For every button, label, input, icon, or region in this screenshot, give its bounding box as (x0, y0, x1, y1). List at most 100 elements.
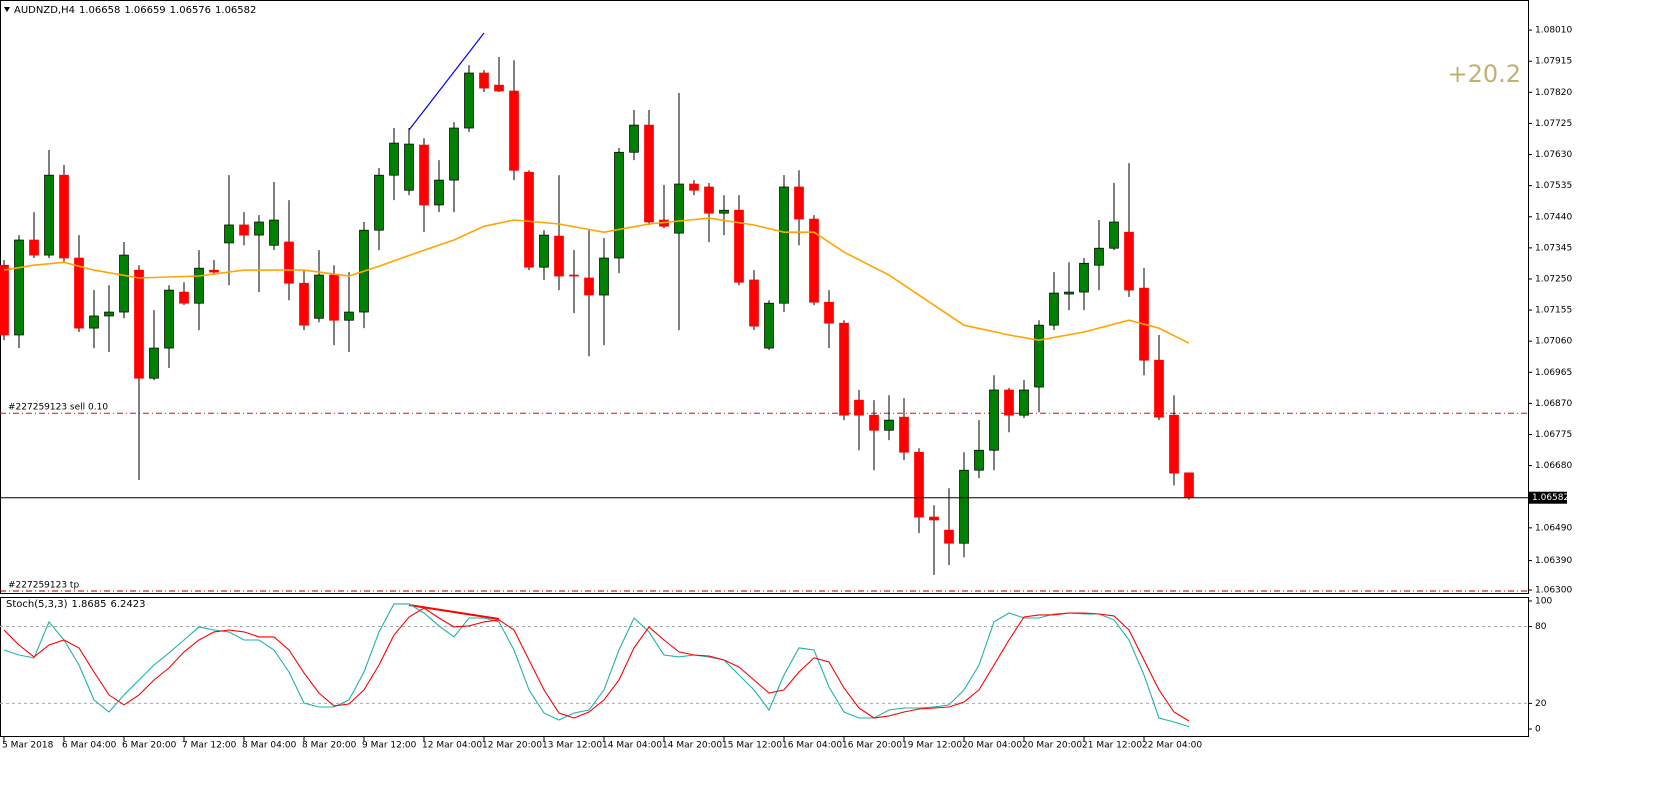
candle-body (554, 235, 564, 277)
candle-body (719, 209, 729, 214)
last-close: 1.06582 (215, 5, 256, 16)
candle-body (374, 174, 384, 231)
candle-body (29, 239, 39, 256)
candle-body (689, 183, 699, 191)
y-tick-label: 1.07250 (1535, 274, 1572, 284)
y-tick-label: 1.07155 (1535, 306, 1572, 316)
y-tick-label: 1.06300 (1535, 586, 1572, 596)
y-tick-label: 1.07060 (1535, 337, 1572, 347)
candle-body (59, 174, 69, 259)
candle-body (839, 322, 849, 416)
x-tick-label: 19 Mar 12:00 (902, 741, 962, 751)
candle-body (1169, 414, 1179, 474)
candle-body (1034, 324, 1044, 388)
candle-body (644, 124, 654, 223)
candle-body (299, 282, 309, 326)
candle-body (614, 151, 624, 259)
x-tick-label: 6 Mar 04:00 (62, 741, 117, 751)
candle-body (899, 416, 909, 453)
y-tick-label: 80 (1535, 622, 1547, 632)
y-tick-label: 20 (1535, 699, 1547, 709)
profit-label: +20.2 (1447, 60, 1521, 88)
candle-body (104, 311, 114, 317)
y-tick-label: 1.06870 (1535, 399, 1572, 409)
candle-body (809, 218, 819, 303)
candle-body (449, 127, 459, 181)
y-tick-label: 1.06680 (1535, 461, 1572, 471)
candle-body (524, 171, 534, 268)
candle-body (74, 257, 84, 329)
y-tick-label: 1.07440 (1535, 212, 1572, 222)
candle-body (674, 183, 684, 234)
candle-body (779, 186, 789, 304)
x-tick-label: 20 Mar 20:00 (1022, 741, 1082, 751)
candle-body (854, 399, 864, 416)
candle-body (44, 174, 54, 256)
candle-body (1049, 292, 1059, 326)
stoch-k-last: 1.8685 (71, 599, 106, 610)
last-high: 1.06659 (124, 5, 165, 16)
candle-body (1064, 291, 1074, 295)
y-tick-label: 100 (1535, 596, 1552, 606)
x-tick-label: 22 Mar 04:00 (1142, 741, 1202, 751)
candle-body (164, 289, 174, 349)
candle-body (734, 209, 744, 283)
y-tick-label: 1.06965 (1535, 368, 1572, 378)
candle-body (314, 274, 324, 319)
y-tick-label: 1.06775 (1535, 430, 1572, 440)
x-tick-label: 8 Mar 20:00 (302, 741, 357, 751)
y-tick-label: 1.07915 (1535, 57, 1572, 67)
stoch-line (3, 603, 1190, 728)
candle-body (1079, 262, 1089, 293)
x-tick-label: 15 Mar 12:00 (722, 741, 782, 751)
menu-arrow[interactable] (4, 7, 10, 12)
candle-body (959, 469, 969, 544)
candle-body (824, 301, 834, 324)
x-tick-label: 12 Mar 20:00 (482, 741, 542, 751)
candle-body (989, 389, 999, 451)
candle-body (704, 186, 714, 214)
trend-line[interactable] (408, 32, 485, 131)
price-tag (1529, 491, 1567, 504)
last-open: 1.06658 (79, 5, 120, 16)
x-tick-label: 6 Mar 20:00 (122, 741, 177, 751)
x-tick-label: 20 Mar 04:00 (962, 741, 1022, 751)
divergence-line[interactable] (408, 604, 500, 620)
candle-body (1184, 472, 1194, 499)
x-tick-label: 13 Mar 12:00 (542, 741, 602, 751)
candle-body (884, 419, 894, 431)
candle-body (194, 267, 204, 304)
price-tag-label: 1.06582 (1532, 493, 1569, 503)
candle-body (929, 516, 939, 521)
stoch-panel-frame (0, 597, 1529, 737)
x-tick-label: 21 Mar 12:00 (1082, 741, 1142, 751)
stoch-title: Stoch(5,3,3) (6, 599, 68, 610)
x-tick-label: 12 Mar 04:00 (422, 741, 482, 751)
candle-body (1124, 231, 1134, 291)
candle-body (269, 219, 279, 246)
x-tick-label: 5 Mar 2018 (2, 741, 54, 751)
candle-body (944, 529, 954, 544)
candle-body (134, 269, 144, 379)
candle-body (14, 239, 24, 336)
y-tick-label: 1.06390 (1535, 556, 1572, 566)
candle-body (209, 269, 219, 273)
stoch-d-last: 6.2423 (110, 599, 145, 610)
order-label: #227259123 tp (8, 581, 79, 591)
candle-body (749, 279, 759, 327)
order-label: #227259123 sell 0.10 (8, 403, 108, 413)
candle-body (89, 315, 99, 329)
x-tick-label: 14 Mar 04:00 (602, 741, 662, 751)
y-tick-label: 0 (1535, 724, 1541, 734)
candle-body (584, 277, 594, 296)
candle-body (539, 234, 549, 268)
y-tick-label: 1.07345 (1535, 243, 1572, 253)
x-tick-label: 9 Mar 12:00 (362, 741, 417, 751)
candle-body (329, 274, 339, 321)
moving-average (3, 217, 1190, 344)
candle-body (869, 414, 879, 431)
y-tick-label: 1.07630 (1535, 150, 1572, 160)
stoch-header: Stoch(5,3,3) 1.8685 6.2423 (6, 599, 145, 610)
candle-body (509, 90, 519, 171)
candle-body (629, 124, 639, 153)
